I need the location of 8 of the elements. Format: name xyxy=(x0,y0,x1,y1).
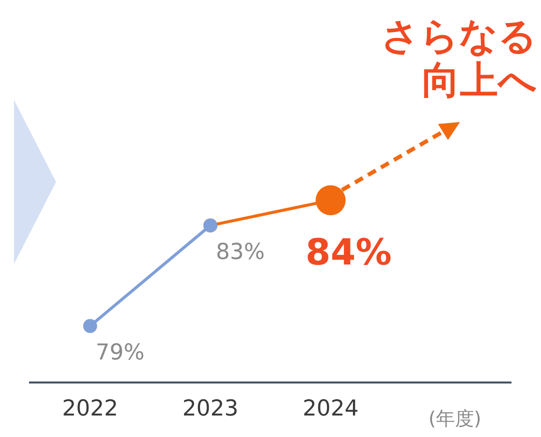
x-tick-label: 2023 xyxy=(182,396,238,422)
text: さらなる向上へ xyxy=(380,14,537,102)
x-tick-label: 2022 xyxy=(62,396,118,422)
data-label: 84% xyxy=(306,232,392,274)
x-tick-label: 2024 xyxy=(302,396,359,422)
data-label: 79% xyxy=(96,340,145,366)
data-label: 83% xyxy=(216,240,265,266)
x-axis-title: (年度) xyxy=(428,408,482,430)
